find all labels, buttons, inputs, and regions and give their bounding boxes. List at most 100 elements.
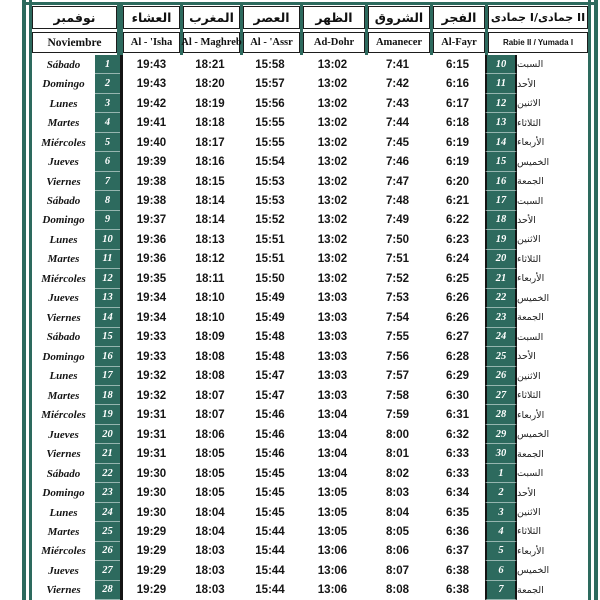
timetable-body: Sábado 1 19:43 18:21 15:58 13:02 7:41 6:15 10 الس…	[32, 55, 588, 600]
time-isha: 19:31	[136, 428, 167, 441]
gregorian-day-number: 14	[95, 308, 120, 328]
time-asr: 15:54	[255, 156, 285, 169]
time-asr: 15:46	[255, 428, 285, 441]
time-asr: 15:44	[255, 564, 285, 577]
time-fajr: 6:37	[445, 545, 470, 558]
time-asr: 15:48	[255, 331, 285, 344]
time-isha: 19:38	[136, 195, 167, 208]
table-row: Martes 18 19:32 18:07 15:47 13:03 7:58 6:30 27 ال…	[32, 385, 588, 406]
time-maghreb: 18:12	[195, 253, 225, 266]
day-name-es: Domingo	[42, 487, 85, 500]
time-amanecer: 8:00	[385, 428, 410, 441]
time-maghreb: 18:18	[195, 117, 225, 130]
table-row: Jueves 20 19:31 18:06 15:46 13:04 8:00 6:32 29 ال…	[32, 424, 588, 445]
time-isha: 19:39	[136, 156, 167, 169]
column-divider	[120, 405, 123, 425]
day-name-es: Sábado	[46, 195, 81, 208]
time-maghreb: 18:14	[195, 195, 225, 208]
timetable: نوفمبر العشاء المغرب العصر الظهر الشروق …	[32, 0, 588, 600]
time-isha: 19:32	[136, 389, 167, 402]
time-asr: 15:45	[255, 506, 285, 519]
time-maghreb: 18:03	[195, 584, 225, 597]
column-divider	[120, 561, 123, 581]
time-asr: 15:49	[255, 311, 285, 324]
hijri-day-number: 1	[485, 463, 517, 484]
header-separator	[485, 5, 488, 55]
time-amanecer: 7:52	[385, 272, 410, 285]
gregorian-day-number: 28	[95, 580, 120, 600]
table-row: Sábado 22 19:30 18:05 15:45 13:04 8:02 6:33 1 الس…	[32, 463, 588, 484]
time-dohr: 13:02	[317, 214, 348, 227]
time-isha: 19:34	[136, 311, 167, 324]
time-asr: 15:55	[255, 136, 285, 149]
time-maghreb: 18:03	[195, 564, 225, 577]
hijri-day-number: 7	[485, 580, 517, 600]
hijri-day-number: 22	[485, 288, 517, 309]
table-row: Domingo 9 19:37 18:14 15:52 13:02 7:49 6:22 18 ال…	[32, 210, 588, 231]
time-fajr: 6:30	[445, 389, 470, 402]
column-divider	[120, 113, 123, 133]
day-name-ar: الخميس	[517, 565, 550, 577]
hijri-day-number: 18	[485, 210, 517, 231]
time-amanecer: 7:55	[385, 331, 410, 344]
gregorian-day-number: 17	[95, 366, 120, 386]
time-isha: 19:36	[136, 253, 167, 266]
day-name-ar: الأربعاء	[517, 273, 545, 285]
column-divider	[120, 132, 123, 153]
time-dohr: 13:06	[317, 545, 348, 558]
time-isha: 19:43	[136, 58, 167, 71]
day-name-ar: الجمعة	[517, 448, 544, 460]
time-amanecer: 7:54	[385, 311, 410, 324]
time-asr: 15:49	[255, 292, 285, 305]
time-fajr: 6:34	[445, 487, 470, 500]
day-name-ar: الخميس	[517, 292, 550, 304]
gregorian-day-number: 27	[95, 561, 120, 581]
column-divider	[120, 210, 123, 231]
day-name-ar: الأحد	[517, 214, 536, 226]
time-isha: 19:29	[136, 564, 167, 577]
table-row: Martes 11 19:36 18:12 15:51 13:02 7:51 6:24 20 ال…	[32, 249, 588, 270]
day-name-es: Lunes	[49, 370, 78, 383]
column-divider	[120, 152, 123, 172]
time-amanecer: 7:41	[385, 58, 410, 71]
day-name-es: Lunes	[49, 97, 78, 110]
time-maghreb: 18:14	[195, 214, 225, 227]
column-divider	[120, 191, 123, 211]
day-name-es: Viernes	[46, 311, 81, 324]
time-dohr: 13:02	[317, 97, 348, 110]
table-row: Miércoles 12 19:35 18:11 15:50 13:02 7:52 6:25 2…	[32, 269, 588, 289]
time-isha: 19:36	[136, 233, 167, 246]
time-isha: 19:31	[136, 409, 167, 422]
hijri-day-number: 28	[485, 405, 517, 425]
time-fajr: 6:26	[445, 292, 470, 305]
time-isha: 19:30	[136, 467, 167, 480]
time-asr: 15:57	[255, 78, 285, 91]
time-maghreb: 18:10	[195, 292, 225, 305]
table-row: Sábado 8 19:38 18:14 15:53 13:02 7:48 6:21 17 الس…	[32, 191, 588, 211]
table-row: Viernes 7 19:38 18:15 15:53 13:02 7:47 6:20 16 ال…	[32, 171, 588, 192]
time-asr: 15:44	[255, 584, 285, 597]
column-divider	[120, 55, 123, 75]
time-isha: 19:42	[136, 97, 167, 110]
time-isha: 19:32	[136, 370, 167, 383]
gregorian-day-number: 18	[95, 385, 120, 406]
time-isha: 19:30	[136, 487, 167, 500]
time-dohr: 13:02	[317, 253, 348, 266]
column-divider	[120, 93, 123, 114]
column-divider	[120, 269, 123, 289]
time-dohr: 13:03	[317, 370, 348, 383]
header-hijri-month-arabic: جمادى I/جمادى II	[488, 6, 588, 29]
gregorian-day-number: 26	[95, 541, 120, 562]
time-maghreb: 18:05	[195, 467, 225, 480]
time-maghreb: 18:06	[195, 428, 225, 441]
time-amanecer: 7:58	[385, 389, 410, 402]
column-divider	[120, 424, 123, 445]
gregorian-day-number: 13	[95, 288, 120, 309]
hijri-day-number: 12	[485, 93, 517, 114]
time-amanecer: 7:51	[385, 253, 410, 266]
table-row: Domingo 23 19:30 18:05 15:45 13:05 8:03 6:34 2 ال…	[32, 483, 588, 503]
time-asr: 15:56	[255, 97, 285, 110]
table-row: Sábado 1 19:43 18:21 15:58 13:02 7:41 6:15 10 الس…	[32, 55, 588, 75]
day-name-es: Miércoles	[41, 136, 86, 149]
header-shurooq-arabic: الشروق	[368, 6, 430, 29]
